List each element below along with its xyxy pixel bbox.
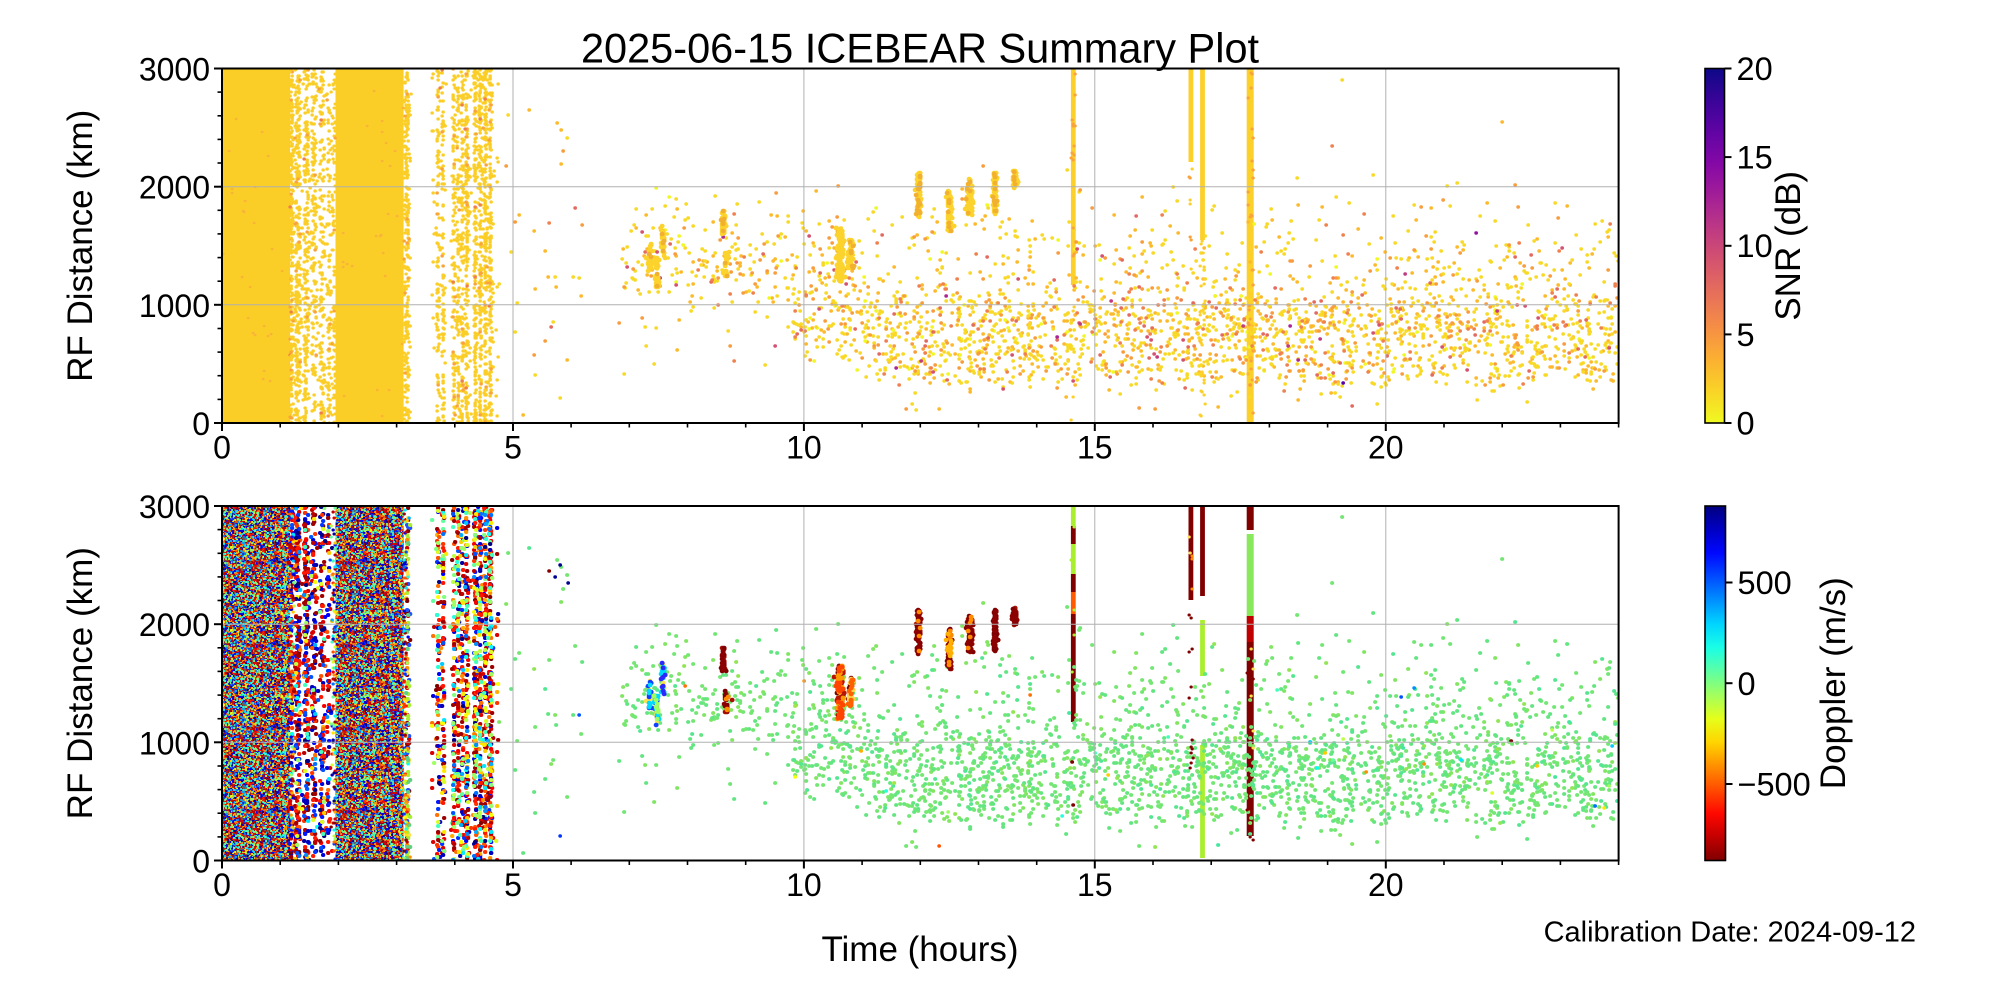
- svg-text:0: 0: [213, 867, 231, 903]
- svg-text:10: 10: [1737, 228, 1773, 264]
- svg-text:3000: 3000: [139, 489, 210, 525]
- svg-text:−500: −500: [1738, 767, 1811, 803]
- svg-text:0: 0: [192, 406, 210, 442]
- svg-text:RF Distance (km): RF Distance (km): [61, 110, 100, 382]
- svg-text:20: 20: [1737, 51, 1773, 87]
- svg-text:500: 500: [1738, 565, 1792, 601]
- svg-text:5: 5: [504, 867, 522, 903]
- svg-text:0: 0: [1737, 406, 1755, 442]
- svg-text:2000: 2000: [139, 607, 210, 643]
- svg-text:20: 20: [1368, 867, 1404, 903]
- svg-text:1000: 1000: [139, 288, 210, 324]
- svg-text:Time (hours): Time (hours): [821, 930, 1018, 969]
- svg-text:1000: 1000: [139, 725, 210, 761]
- svg-text:SNR (dB): SNR (dB): [1769, 171, 1808, 321]
- svg-text:0: 0: [1738, 666, 1756, 702]
- svg-text:3000: 3000: [139, 52, 210, 88]
- svg-text:Calibration Date: 2024-09-12: Calibration Date: 2024-09-12: [1544, 917, 1916, 949]
- svg-text:15: 15: [1077, 430, 1113, 466]
- svg-text:15: 15: [1737, 140, 1773, 176]
- svg-text:2000: 2000: [139, 170, 210, 206]
- svg-text:Doppler (m/s): Doppler (m/s): [1814, 577, 1853, 789]
- svg-text:RF Distance (km): RF Distance (km): [61, 547, 100, 819]
- svg-text:2025-06-15 ICEBEAR Summary Plo: 2025-06-15 ICEBEAR Summary Plot: [581, 25, 1260, 72]
- svg-text:0: 0: [213, 430, 231, 466]
- svg-text:0: 0: [192, 844, 210, 880]
- svg-text:5: 5: [1737, 317, 1755, 353]
- svg-text:5: 5: [504, 430, 522, 466]
- svg-text:15: 15: [1077, 867, 1113, 903]
- svg-text:10: 10: [786, 867, 822, 903]
- svg-text:10: 10: [786, 430, 822, 466]
- svg-text:20: 20: [1368, 430, 1404, 466]
